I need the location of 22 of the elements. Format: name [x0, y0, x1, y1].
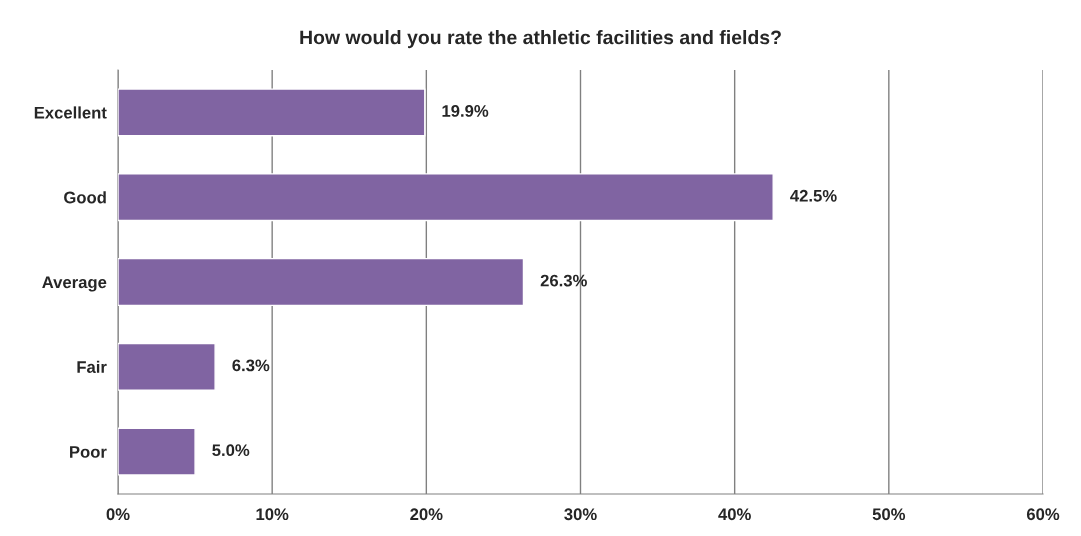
y-tick-label: Excellent — [34, 106, 107, 119]
x-tick-label: 0% — [106, 508, 130, 521]
data-label: 5.0% — [212, 444, 250, 457]
bar — [118, 88, 426, 137]
bar — [118, 257, 525, 307]
bar — [118, 342, 216, 391]
chart-title: How would you rate the athletic facilities and fields? — [300, 30, 781, 49]
x-tick-label: 30% — [564, 508, 597, 521]
y-tick-label: Average — [42, 276, 107, 292]
bar — [118, 173, 774, 222]
y-tick-label: Poor — [70, 446, 107, 458]
y-tick-label: Good — [64, 191, 106, 204]
data-label: 42.5% — [790, 189, 837, 202]
bar — [118, 427, 196, 476]
data-label: 6.3% — [232, 359, 270, 372]
x-tick-label: 40% — [718, 508, 751, 521]
x-tick-label: 50% — [872, 508, 906, 521]
data-label: 19.9% — [442, 105, 489, 117]
x-tick-label: 10% — [256, 508, 289, 521]
y-tick-label: Fair — [77, 360, 107, 373]
x-tick-label: 60% — [1026, 508, 1060, 521]
x-tick-label: 20% — [410, 508, 443, 521]
